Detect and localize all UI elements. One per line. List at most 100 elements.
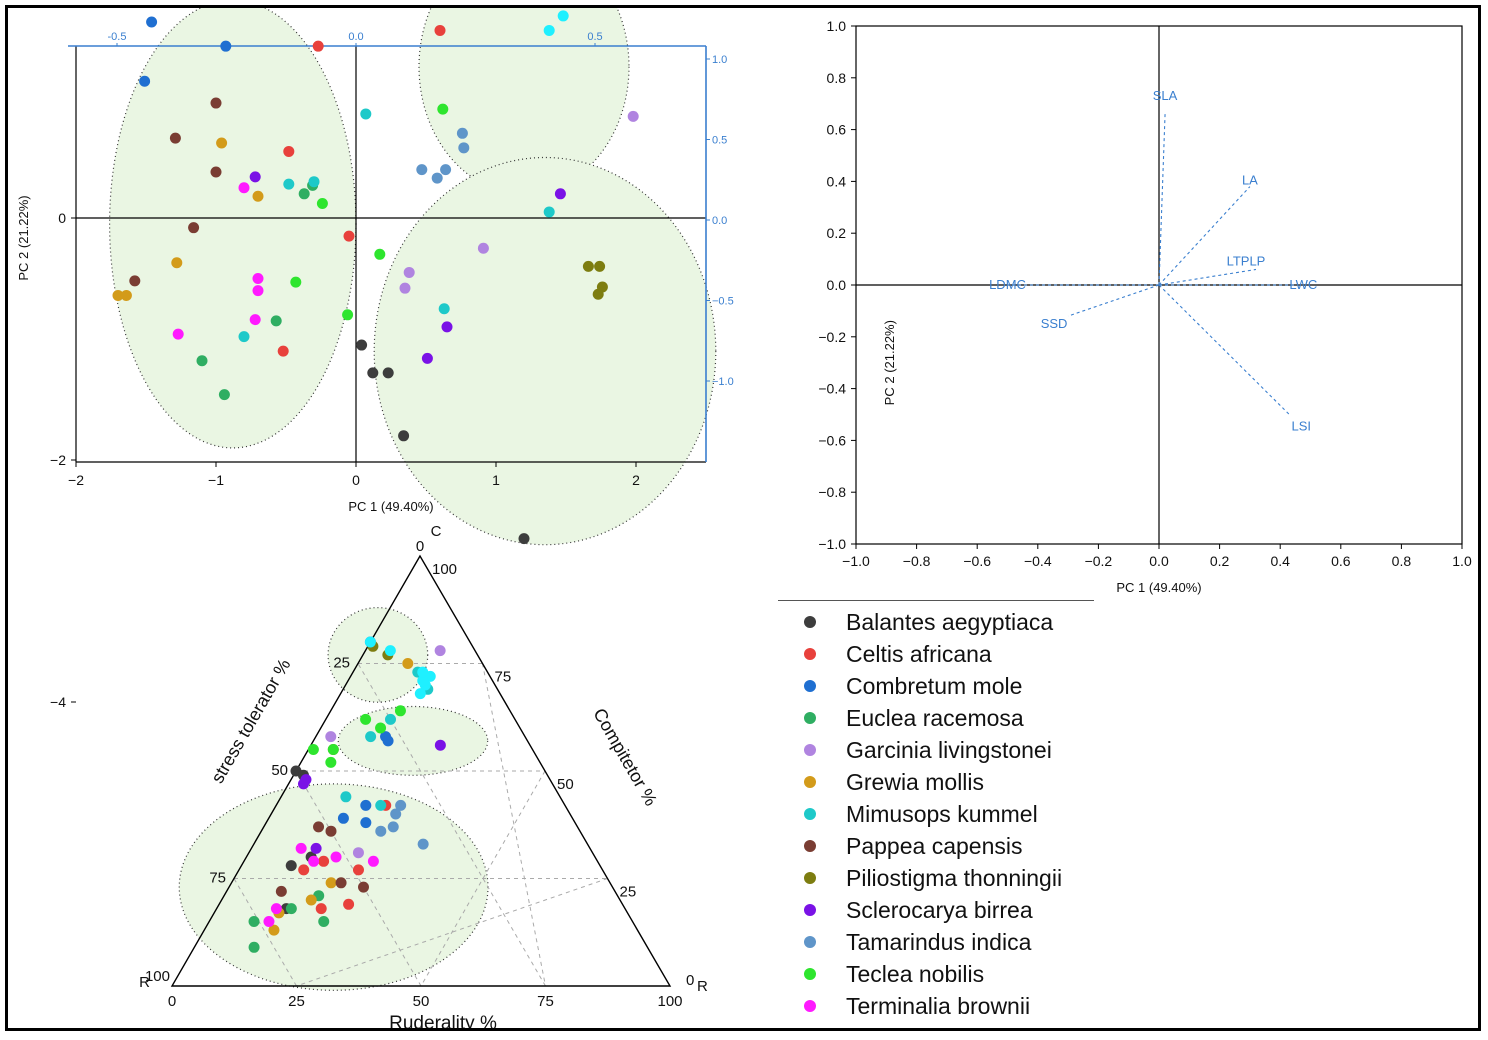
- pca-point-pappea-capensis: [210, 97, 222, 109]
- legend-item-garcinia-livingstonei: Garcinia livingstonei: [778, 734, 1052, 766]
- biplot-x-tick-label: 0.2: [1210, 553, 1230, 569]
- pca-point-mimusops-kummel: [308, 176, 320, 188]
- biplot-y-tick-label: −1.0: [818, 536, 846, 552]
- ternary-point-celtis-africana: [352, 864, 364, 876]
- pca-point-celtis-africana: [283, 145, 295, 157]
- pca-ellipse-3: [373, 156, 717, 546]
- ternary-point-terminalia-brownii: [308, 855, 320, 867]
- ternary-grid-r: [482, 663, 546, 987]
- pca-ellipse-1: [109, 8, 357, 449]
- pca-point-mimusops-kummel: [238, 331, 250, 343]
- pca-right-tick-label: 0.5: [712, 135, 727, 147]
- biplot-x-tick-label: 0.0: [1149, 553, 1169, 569]
- loading-label-la: LA: [1242, 173, 1258, 188]
- pca-point-euclea-racemosa: [218, 389, 230, 401]
- ternary-point-combretum-mole: [360, 817, 372, 829]
- ternary-point-grewia-mollis: [305, 894, 317, 906]
- pca-point-terminalia-brownii: [249, 314, 261, 326]
- legend-item-terminalia-brownii: Terminalia brownii: [778, 990, 1030, 1022]
- pca-point-sclerocarya-birrea: [441, 321, 453, 333]
- ternary-grid-s: [295, 770, 422, 987]
- ternary-point-combretum-mole: [382, 735, 394, 747]
- pca-point-mimusops-kummel: [283, 178, 295, 190]
- legend-label: Tamarindus indica: [846, 928, 1032, 955]
- pca-point-garcinia-livingstonei: [403, 266, 415, 278]
- pca-point-grewia-mollis: [171, 257, 183, 269]
- ternary-left-tick-label: 50: [271, 762, 288, 779]
- pca-point-teclea-nobilis: [342, 309, 354, 321]
- pca-right-tick-label: −0.5: [712, 296, 734, 308]
- pca-point-euclea-racemosa: [196, 355, 208, 367]
- legend-label: Garcinia livingstonei: [846, 736, 1052, 763]
- ternary-point-teclea-nobilis: [375, 722, 387, 734]
- biplot-y-tick-label: −0.4: [818, 381, 846, 397]
- ternary-left-vertex: R: [139, 974, 150, 991]
- ternary-point-tamarindus-indica: [387, 821, 399, 833]
- pca-point-trichilea-emetica: [543, 24, 555, 36]
- pca-point-mimusops-kummel: [543, 206, 555, 218]
- pca-point-terminalia-brownii: [172, 328, 184, 340]
- pca-point-sclerocarya-birrea: [249, 171, 261, 183]
- ternary-point-trichilea-emetica: [414, 688, 426, 700]
- legend-label: Trichilea emetica: [846, 1025, 1019, 1029]
- legend-marker-icon: [804, 1000, 816, 1012]
- pca-y-axis-label: PC 2 (21.22%): [16, 195, 31, 280]
- biplot-y-tick-label: 0.4: [827, 173, 847, 189]
- legend-item-celtis-africana: Celtis africana: [778, 638, 992, 670]
- ternary-bottom-tick-label: 75: [537, 993, 554, 1010]
- loading-vector-sla: [1158, 114, 1166, 286]
- ternary-point-tamarindus-indica: [375, 825, 387, 837]
- pca-x-tick-label: 0: [352, 472, 360, 488]
- loading-label-sla: SLA: [1153, 88, 1178, 103]
- ternary-point-trichilea-emetica: [417, 675, 429, 687]
- legend-item-balantes-aegyptiaca: Balantes aegyptiaca: [778, 606, 1053, 638]
- pca-point-combretum-mole: [139, 75, 151, 87]
- legend-item-teclea-nobilis: Teclea nobilis: [778, 958, 984, 990]
- biplot-y-tick-label: 1.0: [827, 18, 847, 34]
- ternary-left-value: 100: [145, 968, 170, 985]
- ternary-point-celtis-africana: [343, 898, 355, 910]
- legend-marker-icon: [804, 712, 816, 724]
- pca-y-tick-label: 0: [58, 210, 66, 226]
- pca-right-tick-label: 0.0: [712, 215, 727, 227]
- ternary-left-tick-label: 75: [209, 870, 226, 887]
- legend-label: Balantes aegyptiaca: [846, 608, 1054, 635]
- legend-marker-icon: [804, 648, 816, 660]
- legend-marker-icon: [804, 968, 816, 980]
- legend-marker-icon: [804, 776, 816, 788]
- biplot-y-tick-label: 0.0: [827, 277, 847, 293]
- ternary-point-teclea-nobilis: [360, 713, 372, 725]
- loading-vector-la: [1158, 186, 1251, 286]
- legend-marker-icon: [804, 872, 816, 884]
- pca-point-balantes-aegyptiaca: [398, 430, 410, 442]
- ternary-right-value: 0: [686, 972, 694, 989]
- pca-point-teclea-nobilis: [437, 103, 449, 115]
- pca-point-pappea-capensis: [210, 166, 222, 178]
- pca-point-euclea-racemosa: [270, 315, 282, 327]
- pca-point-balantes-aegyptiaca: [356, 339, 368, 351]
- ternary-grid-r: [296, 878, 608, 987]
- pca-point-mimusops-kummel: [360, 108, 372, 120]
- pca-point-celtis-africana: [343, 230, 355, 242]
- pca-point-sclerocarya-birrea: [554, 188, 566, 200]
- pca-point-grewia-mollis: [216, 137, 228, 149]
- pca-point-tamarindus-indica: [416, 164, 428, 176]
- biplot-x-tick-label: −1.0: [842, 553, 870, 569]
- ternary-bottom-tick-label: 25: [288, 993, 305, 1010]
- ternary-point-euclea-racemosa: [248, 916, 260, 927]
- pca-right-tick-label: −1.0: [712, 376, 734, 388]
- ternary-point-garcinia-livingstonei: [434, 645, 446, 657]
- legend-label: Sclerocarya birrea: [846, 896, 1033, 923]
- pca-point-trichilea-emetica: [557, 10, 569, 22]
- ternary-point-mimusops-kummel: [340, 791, 352, 803]
- pca-point-balantes-aegyptiaca: [382, 367, 394, 379]
- legend-item-tamarindus-indica: Tamarindus indica: [778, 926, 1031, 958]
- loading-label-lsi: LSI: [1292, 419, 1312, 434]
- pca-point-combretum-mole: [146, 16, 158, 28]
- pca-point-mimusops-kummel: [438, 303, 450, 315]
- ternary-bottom-tick-label: 100: [657, 993, 682, 1010]
- ternary-point-celtis-africana: [315, 903, 327, 915]
- ternary-ellipse-1: [327, 607, 429, 703]
- ternary-grid-r: [420, 770, 546, 987]
- ternary-right-tick-label: 25: [620, 884, 637, 901]
